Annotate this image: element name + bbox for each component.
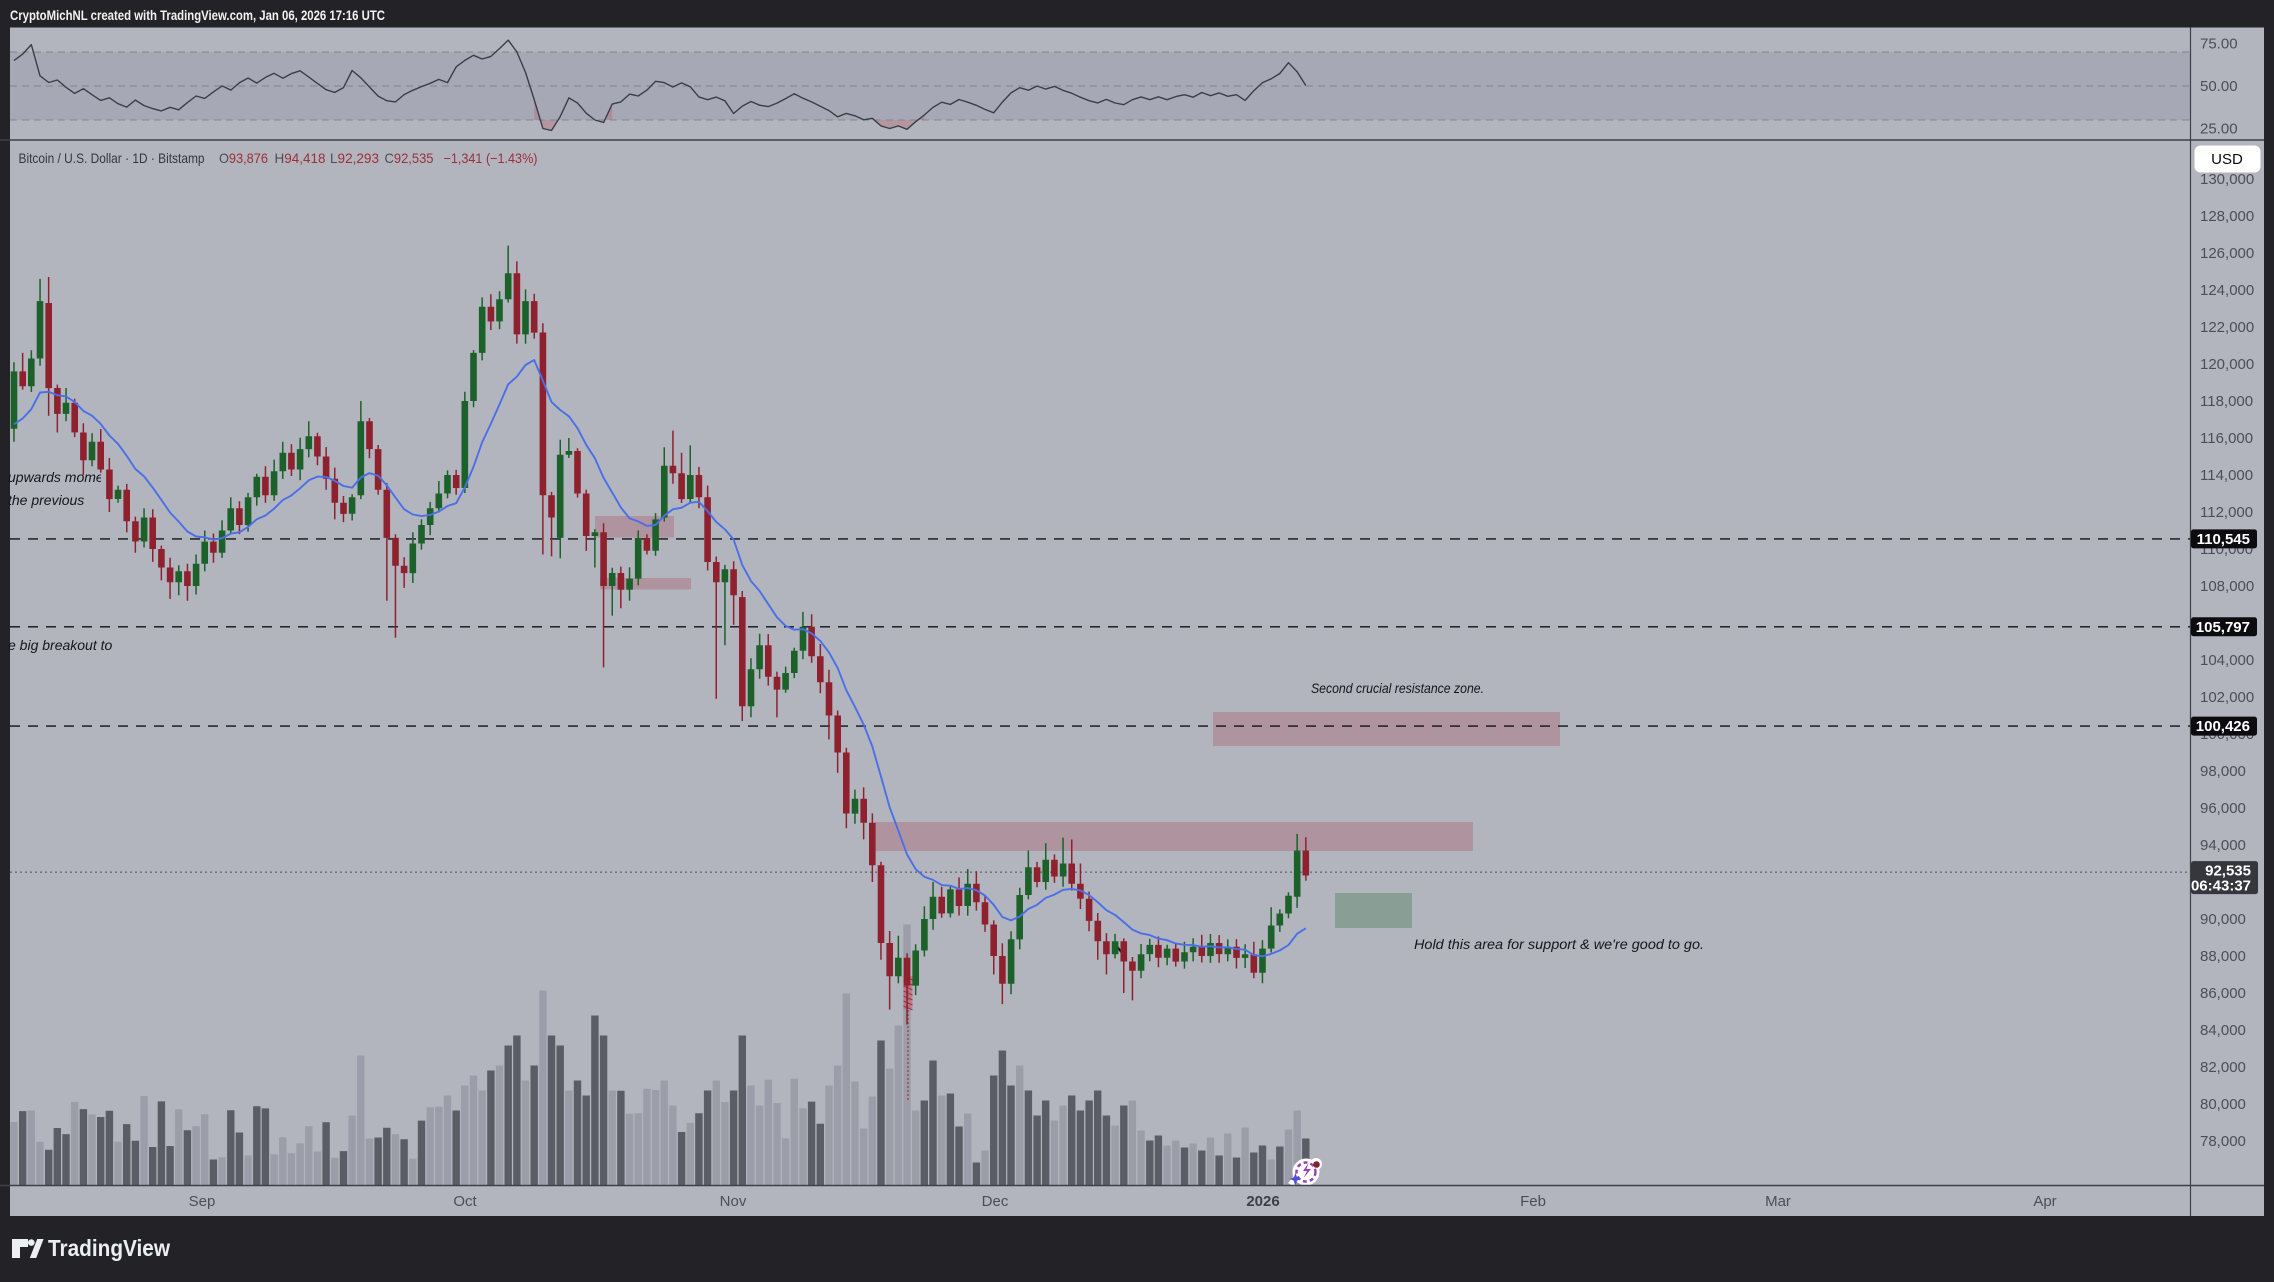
svg-text:96,000: 96,000 xyxy=(2200,800,2246,817)
svg-text:122,000: 122,000 xyxy=(2200,319,2254,336)
svg-text:USD: USD xyxy=(2211,151,2243,168)
svg-text:98,000: 98,000 xyxy=(2200,763,2246,780)
svg-text:94,000: 94,000 xyxy=(2200,837,2246,854)
svg-text:Feb: Feb xyxy=(1520,1193,1546,1210)
svg-text:104,000: 104,000 xyxy=(2200,652,2254,669)
svg-text:50.00: 50.00 xyxy=(2200,78,2238,95)
svg-text:Bitcoin / U.S. Dollar · 1D · B: Bitcoin / U.S. Dollar · 1D · Bitstamp xyxy=(19,150,205,166)
svg-text:88,000: 88,000 xyxy=(2200,948,2246,965)
svg-text:CryptoMichNL created with Trad: CryptoMichNL created with TradingView.co… xyxy=(10,7,385,23)
svg-text:105,797: 105,797 xyxy=(2196,619,2250,636)
svg-text:Hold this area for support & w: Hold this area for support & we're good … xyxy=(1414,936,1704,952)
svg-text:102,000: 102,000 xyxy=(2200,689,2254,706)
svg-text:112,000: 112,000 xyxy=(2200,504,2253,521)
svg-text:108,000: 108,000 xyxy=(2200,578,2254,595)
svg-text:124,000: 124,000 xyxy=(2200,282,2254,299)
svg-text:Second crucial resistance zone: Second crucial resistance zone. xyxy=(1311,680,1484,696)
svg-text:Mar: Mar xyxy=(1765,1193,1791,1210)
svg-text:120,000: 120,000 xyxy=(2200,356,2254,373)
svg-text:86,000: 86,000 xyxy=(2200,985,2246,1002)
svg-text:80,000: 80,000 xyxy=(2200,1096,2246,1113)
svg-text:Apr: Apr xyxy=(2033,1193,2056,1210)
svg-text:2026: 2026 xyxy=(1246,1193,1279,1210)
svg-text:upwards momentum: upwards momentum xyxy=(8,469,135,485)
svg-text:75.00: 75.00 xyxy=(2200,36,2238,53)
svg-text:92,535: 92,535 xyxy=(2205,863,2251,880)
svg-text:110,545: 110,545 xyxy=(2197,531,2250,548)
svg-text:e big breakout to: e big breakout to xyxy=(8,637,113,653)
svg-text:78,000: 78,000 xyxy=(2200,1133,2246,1150)
svg-text:H94,418: H94,418 xyxy=(275,150,326,166)
svg-text:06:43:37: 06:43:37 xyxy=(2191,878,2251,895)
svg-text:TradingView: TradingView xyxy=(48,1235,170,1261)
svg-text:Nov: Nov xyxy=(720,1193,747,1210)
svg-text:114,000: 114,000 xyxy=(2200,467,2253,484)
svg-text:100,426: 100,426 xyxy=(2196,718,2250,735)
svg-text:126,000: 126,000 xyxy=(2200,245,2254,262)
svg-text:25.00: 25.00 xyxy=(2200,121,2238,138)
svg-text:L92,293: L92,293 xyxy=(330,150,379,166)
svg-text:84,000: 84,000 xyxy=(2200,1022,2246,1039)
svg-text:Sep: Sep xyxy=(189,1193,216,1210)
svg-text:118,000: 118,000 xyxy=(2200,393,2253,410)
svg-text:C92,535: C92,535 xyxy=(385,150,434,166)
svg-text:Oct: Oct xyxy=(453,1193,477,1210)
svg-text:82,000: 82,000 xyxy=(2200,1059,2246,1076)
svg-text:130,000: 130,000 xyxy=(2200,171,2254,188)
svg-text:the previous: the previous xyxy=(8,492,84,508)
svg-text:−1,341 (−1.43%): −1,341 (−1.43%) xyxy=(444,150,538,166)
svg-text:116,000: 116,000 xyxy=(2200,430,2253,447)
svg-text:O93,876: O93,876 xyxy=(219,150,268,166)
svg-text:Dec: Dec xyxy=(982,1193,1009,1210)
svg-text:128,000: 128,000 xyxy=(2200,208,2254,225)
svg-text:90,000: 90,000 xyxy=(2200,911,2246,928)
